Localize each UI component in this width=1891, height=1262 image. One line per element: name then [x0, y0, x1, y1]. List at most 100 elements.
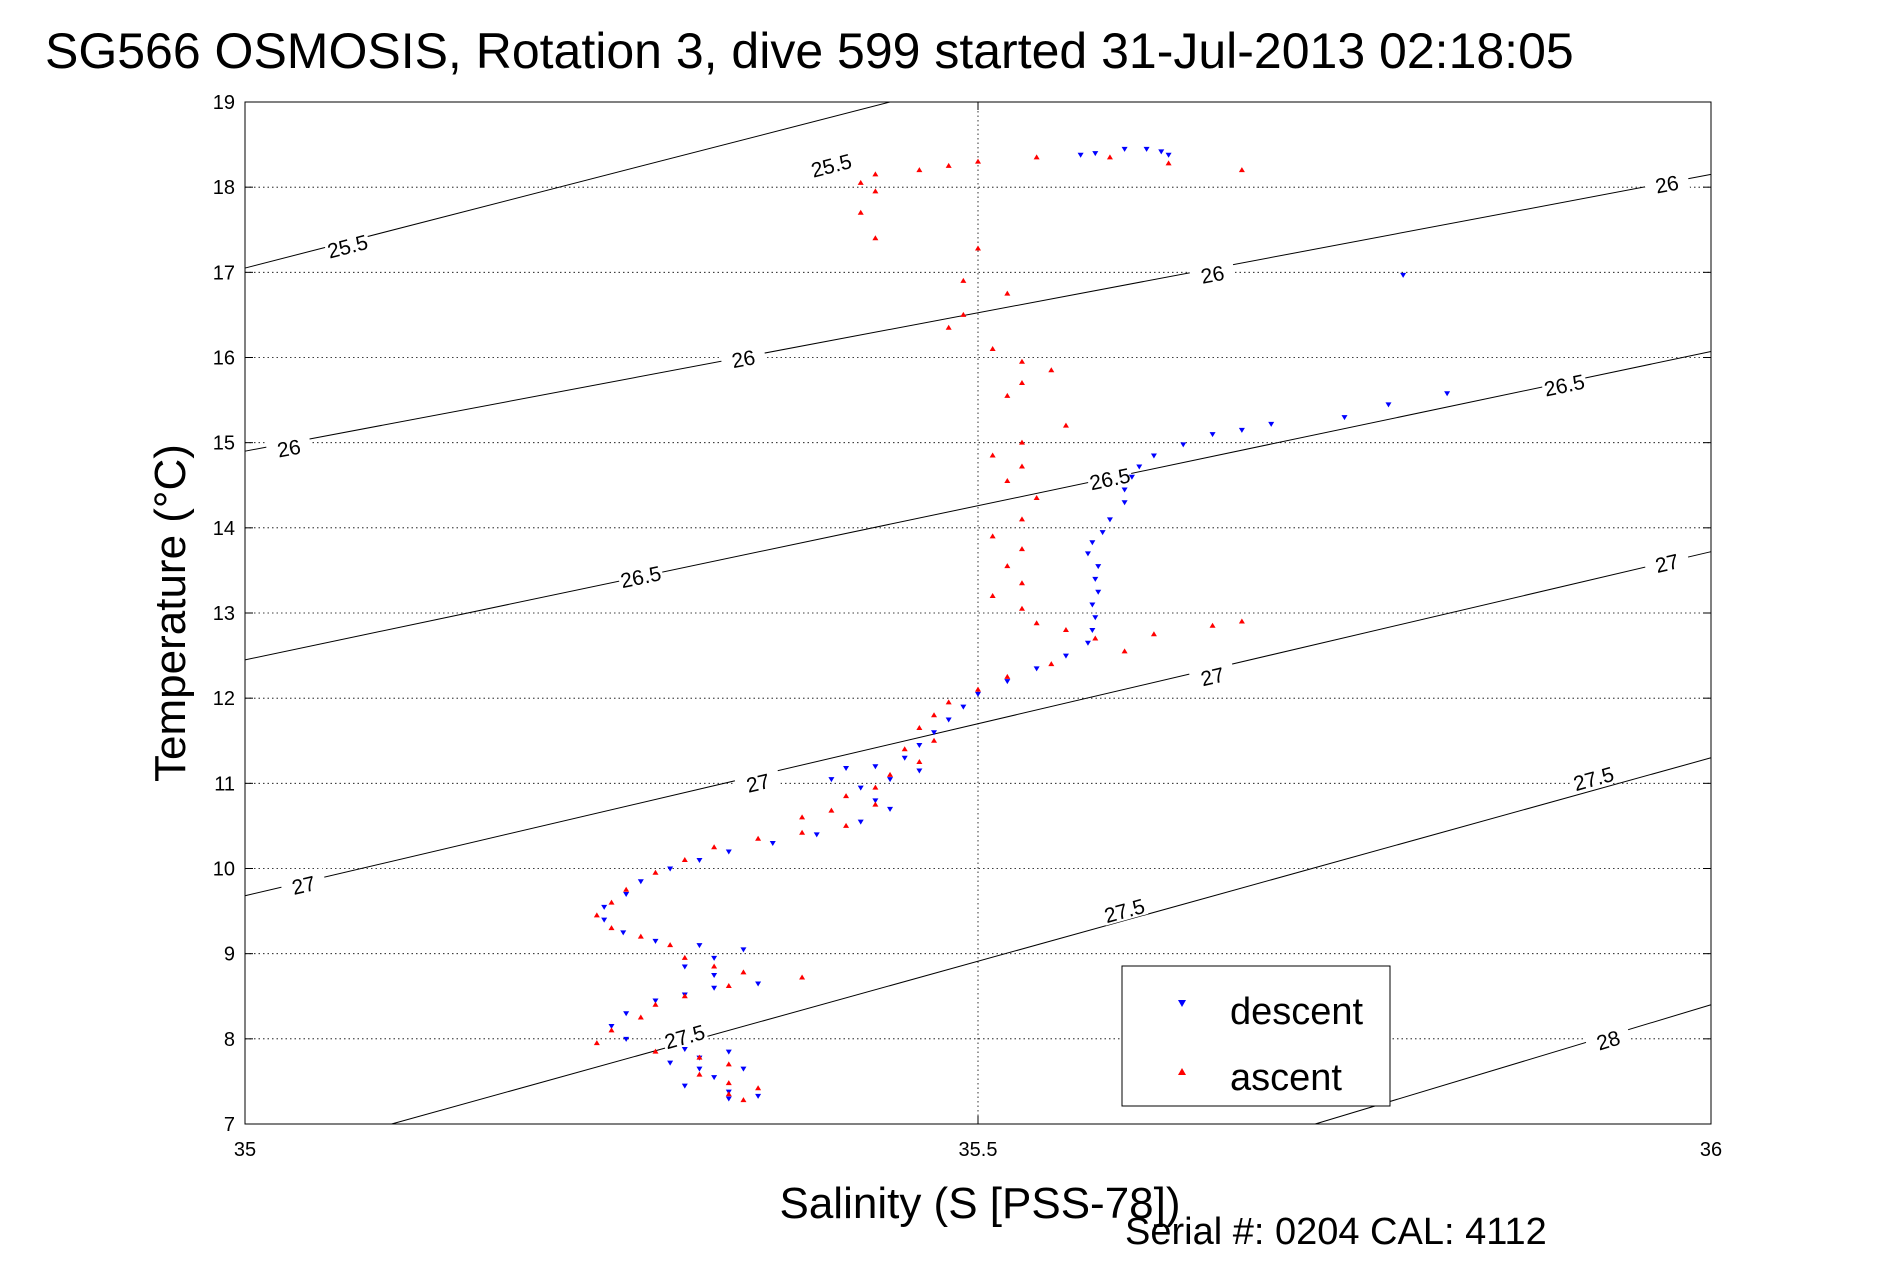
descent-point — [916, 743, 923, 749]
descent-point — [623, 892, 630, 898]
x-axis-label: Salinity (S [PSS-78]) — [779, 1179, 1180, 1228]
descent-point — [1095, 564, 1102, 570]
density-contour-label-bg — [1099, 892, 1149, 926]
ascent-point — [696, 1054, 703, 1060]
ascent-point — [1004, 673, 1011, 679]
descent-point — [769, 840, 776, 846]
descent-point — [1106, 517, 1113, 523]
density-contour-label: 27 — [1653, 550, 1681, 578]
density-contour-label-bg — [1085, 462, 1134, 493]
descent-point — [623, 1011, 630, 1017]
descent-point — [1084, 551, 1091, 557]
density-contour-label: 27 — [1199, 663, 1227, 691]
y-tick-label: 15 — [213, 433, 235, 455]
ascent-point — [1062, 422, 1069, 428]
ascent-point — [1033, 154, 1040, 160]
ascent-point — [1018, 358, 1025, 364]
ascent-point — [608, 899, 615, 905]
ascent-point — [916, 759, 923, 765]
density-contour-label-bg — [323, 228, 372, 261]
descent-point — [755, 981, 762, 987]
chart-title: SG566 OSMOSIS, Rotation 3, dive 599 star… — [45, 23, 1574, 79]
ascent-point — [623, 886, 630, 892]
descent-point — [725, 849, 732, 855]
y-tick-label: 8 — [224, 1029, 235, 1051]
descent-point — [945, 717, 952, 723]
density-contour-label: 26.5 — [619, 562, 664, 593]
ascent-point — [593, 1040, 600, 1046]
ascent-point — [1004, 290, 1011, 296]
ascent-point — [711, 963, 718, 969]
ascent-point — [725, 1061, 732, 1067]
descent-point — [960, 704, 967, 710]
y-tick-label: 14 — [213, 518, 235, 540]
density-contour-line — [244, 351, 1712, 661]
ascent-point — [1209, 622, 1216, 628]
descent-point — [1089, 602, 1096, 608]
ascent-point — [931, 712, 938, 718]
ascent-point — [1033, 620, 1040, 626]
ascent-point — [887, 771, 894, 777]
descent-point — [1268, 421, 1275, 427]
y-tick-label: 19 — [213, 92, 235, 114]
descent-point — [1033, 666, 1040, 672]
legend-ascent-marker — [1178, 1068, 1186, 1075]
descent-point — [681, 964, 688, 970]
descent-point — [857, 785, 864, 791]
density-contour-label: 25.5 — [809, 150, 854, 182]
density-contour-label: 26 — [730, 346, 757, 373]
descent-point — [1089, 628, 1096, 634]
ascent-point — [931, 737, 938, 743]
descent-point — [725, 1096, 732, 1102]
ascent-point — [1004, 477, 1011, 483]
descent-point — [813, 832, 820, 838]
descent-point — [1165, 152, 1172, 158]
ascent-point — [989, 592, 996, 598]
density-contour-label: 27 — [744, 770, 772, 798]
density-contour-label: 26.5 — [1542, 371, 1587, 402]
descent-point — [711, 955, 718, 961]
descent-point — [652, 938, 659, 944]
legend-descent-marker — [1178, 1000, 1186, 1007]
descent-point — [828, 777, 835, 783]
density-contour-label-bg — [1188, 258, 1236, 288]
y-tick-label: 16 — [213, 348, 235, 370]
descent-point — [901, 755, 908, 761]
descent-point — [857, 819, 864, 825]
ascent-point — [843, 822, 850, 828]
ascent-point — [799, 974, 806, 980]
ascent-point — [755, 835, 762, 841]
ascent-point — [1018, 605, 1025, 611]
descent-point — [652, 998, 659, 1004]
ascent-point — [1004, 563, 1011, 569]
descent-point — [1092, 151, 1099, 157]
density-contour-label-bg — [660, 1018, 709, 1052]
density-contour-label-bg — [806, 147, 855, 181]
descent-point — [711, 1075, 718, 1081]
ascent-point — [975, 158, 981, 164]
ascent-point — [1238, 618, 1245, 624]
x-tick-label: 36 — [1700, 1139, 1722, 1161]
density-contours: 25.525.52626262626.526.526.52727272727.5… — [244, 101, 1712, 1125]
y-axis-label: Temperature (°C) — [146, 444, 195, 782]
descent-point — [623, 1036, 630, 1042]
descent-point — [916, 768, 923, 774]
ascent-point — [989, 533, 996, 539]
descent-point — [1150, 453, 1157, 459]
ascent-point — [652, 869, 659, 875]
descent-point — [1077, 152, 1084, 158]
descent-point — [975, 691, 981, 697]
density-contour-label: 27.5 — [1102, 895, 1148, 928]
ascent-point — [872, 784, 879, 790]
ascent-point — [945, 699, 952, 705]
legend-ascent-label: ascent — [1230, 1057, 1342, 1099]
y-tick-label: 13 — [213, 603, 235, 625]
density-contour-label-bg — [1569, 760, 1618, 794]
ascent-point — [1004, 392, 1011, 398]
ascent-point — [1062, 627, 1069, 633]
ascent-point — [681, 993, 688, 999]
descent-point — [725, 1049, 732, 1055]
density-contour-label: 26 — [275, 436, 302, 463]
descent-point — [696, 1066, 703, 1072]
